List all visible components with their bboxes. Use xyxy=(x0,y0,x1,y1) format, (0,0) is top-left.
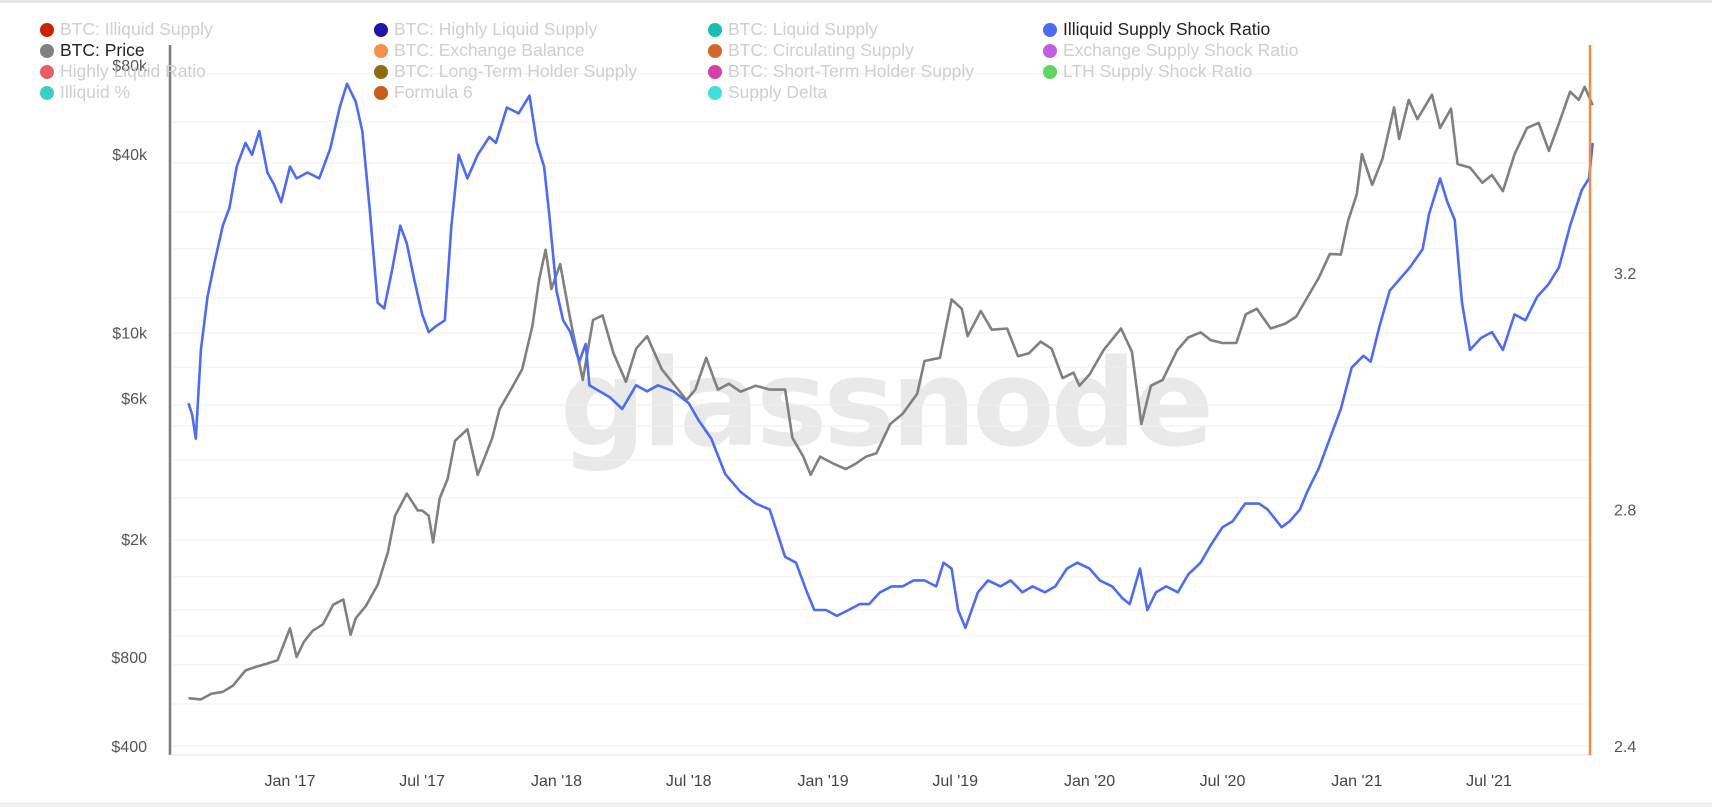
legend-label: BTC: Short-Term Holder Supply xyxy=(728,61,975,81)
y-right-tick-label: 3.2 xyxy=(1614,266,1636,283)
legend-label: BTC: Highly Liquid Supply xyxy=(394,19,598,39)
legend-dot xyxy=(40,64,54,79)
y-left-tick-label: $400 xyxy=(111,739,147,756)
series-line-btc-price xyxy=(188,85,1594,701)
y-left-tick-label: $6k xyxy=(121,391,148,408)
series-layer xyxy=(187,82,1594,701)
series-line-illiquid-supply-shock-ratio xyxy=(187,82,1594,630)
x-tick-label: Jul '18 xyxy=(666,773,712,790)
legend-dot xyxy=(374,22,388,37)
legend-item-illiquid-supply-shock-ratio[interactable]: Illiquid Supply Shock Ratio xyxy=(1043,19,1270,40)
legend-dot xyxy=(708,22,722,37)
y-left-tick-label: $80k xyxy=(112,58,148,75)
legend: BTC: Illiquid Supply BTC: Highly Liquid S… xyxy=(0,0,1712,110)
x-tick-label: Jul '20 xyxy=(1200,773,1246,790)
legend-label: BTC: Long-Term Holder Supply xyxy=(394,61,638,81)
legend-item-supply-delta[interactable]: Supply Delta xyxy=(708,82,827,103)
legend-label: BTC: Liquid Supply xyxy=(728,19,878,39)
legend-item-btc-exchange-balance[interactable]: BTC: Exchange Balance xyxy=(374,40,585,61)
legend-item-btc-liquid-supply[interactable]: BTC: Liquid Supply xyxy=(708,19,878,40)
legend-item-exchange-supply-shock-ratio[interactable]: Exchange Supply Shock Ratio xyxy=(1043,40,1298,61)
x-tick-label: Jan '17 xyxy=(264,773,315,790)
legend-dot xyxy=(40,43,54,58)
legend-dot xyxy=(1043,64,1057,79)
legend-dot xyxy=(708,43,722,58)
legend-item-btc-highly-liquid-supply[interactable]: BTC: Highly Liquid Supply xyxy=(374,19,597,40)
legend-item-btc-short-term-holder-supply[interactable]: BTC: Short-Term Holder Supply xyxy=(708,61,974,82)
x-tick-label: Jul '21 xyxy=(1466,773,1512,790)
x-tick-label: Jan '20 xyxy=(1064,773,1115,790)
legend-label: Illiquid % xyxy=(60,82,131,102)
legend-item-btc-illiquid-supply[interactable]: BTC: Illiquid Supply xyxy=(40,19,213,40)
legend-label: Exchange Supply Shock Ratio xyxy=(1063,40,1299,60)
x-tick-label: Jan '18 xyxy=(531,773,582,790)
legend-item-lth-supply-shock-ratio[interactable]: LTH Supply Shock Ratio xyxy=(1043,61,1252,82)
x-tick-label: Jul '19 xyxy=(932,773,978,790)
y-left-tick-label: $2k xyxy=(121,532,148,549)
legend-label: Illiquid Supply Shock Ratio xyxy=(1063,19,1271,39)
legend-label: BTC: Price xyxy=(60,40,145,60)
legend-label: Highly Liquid Ratio xyxy=(60,61,206,81)
legend-label: Supply Delta xyxy=(728,82,828,102)
legend-dot xyxy=(40,85,54,100)
y-left-tick-label: $800 xyxy=(111,650,147,667)
y-right-tick-label: 2.8 xyxy=(1614,503,1636,520)
x-tick-label: Jul '17 xyxy=(399,773,445,790)
x-tick-label: Jan '21 xyxy=(1331,773,1382,790)
top-border xyxy=(0,0,1712,3)
legend-item-btc-price[interactable]: BTC: Price xyxy=(40,40,145,61)
bottom-border xyxy=(0,802,1712,807)
legend-label: BTC: Illiquid Supply xyxy=(60,19,213,39)
legend-dot xyxy=(1043,43,1057,58)
legend-label: LTH Supply Shock Ratio xyxy=(1063,61,1253,81)
tick-labels: $400 $800 $2k $6k $10k $40k $80k 2.4 2.8 3.2 Jan '… xyxy=(111,58,1636,790)
legend-dot xyxy=(40,22,54,37)
legend-dot xyxy=(374,85,388,100)
y-right-tick-label: 2.4 xyxy=(1614,739,1636,756)
legend-item-highly-liquid-ratio[interactable]: Highly Liquid Ratio xyxy=(40,61,206,82)
legend-dot xyxy=(374,43,388,58)
legend-label: BTC: Circulating Supply xyxy=(728,40,914,60)
y-left-tick-label: $10k xyxy=(112,325,148,342)
legend-dot xyxy=(1043,22,1057,37)
legend-item-illiquid[interactable]: Illiquid % xyxy=(40,82,130,103)
legend-dot xyxy=(708,64,722,79)
axes xyxy=(168,45,1592,756)
legend-label: Formula 6 xyxy=(394,82,473,102)
legend-dot xyxy=(374,64,388,79)
y-left-tick-label: $40k xyxy=(112,147,148,164)
legend-dot xyxy=(708,85,722,100)
legend-item-btc-circulating-supply[interactable]: BTC: Circulating Supply xyxy=(708,40,914,61)
legend-item-formula-6[interactable]: Formula 6 xyxy=(374,82,473,103)
legend-item-btc-long-term-holder-supply[interactable]: BTC: Long-Term Holder Supply xyxy=(374,61,637,82)
x-tick-label: Jan '19 xyxy=(798,773,849,790)
legend-label: BTC: Exchange Balance xyxy=(394,40,585,60)
